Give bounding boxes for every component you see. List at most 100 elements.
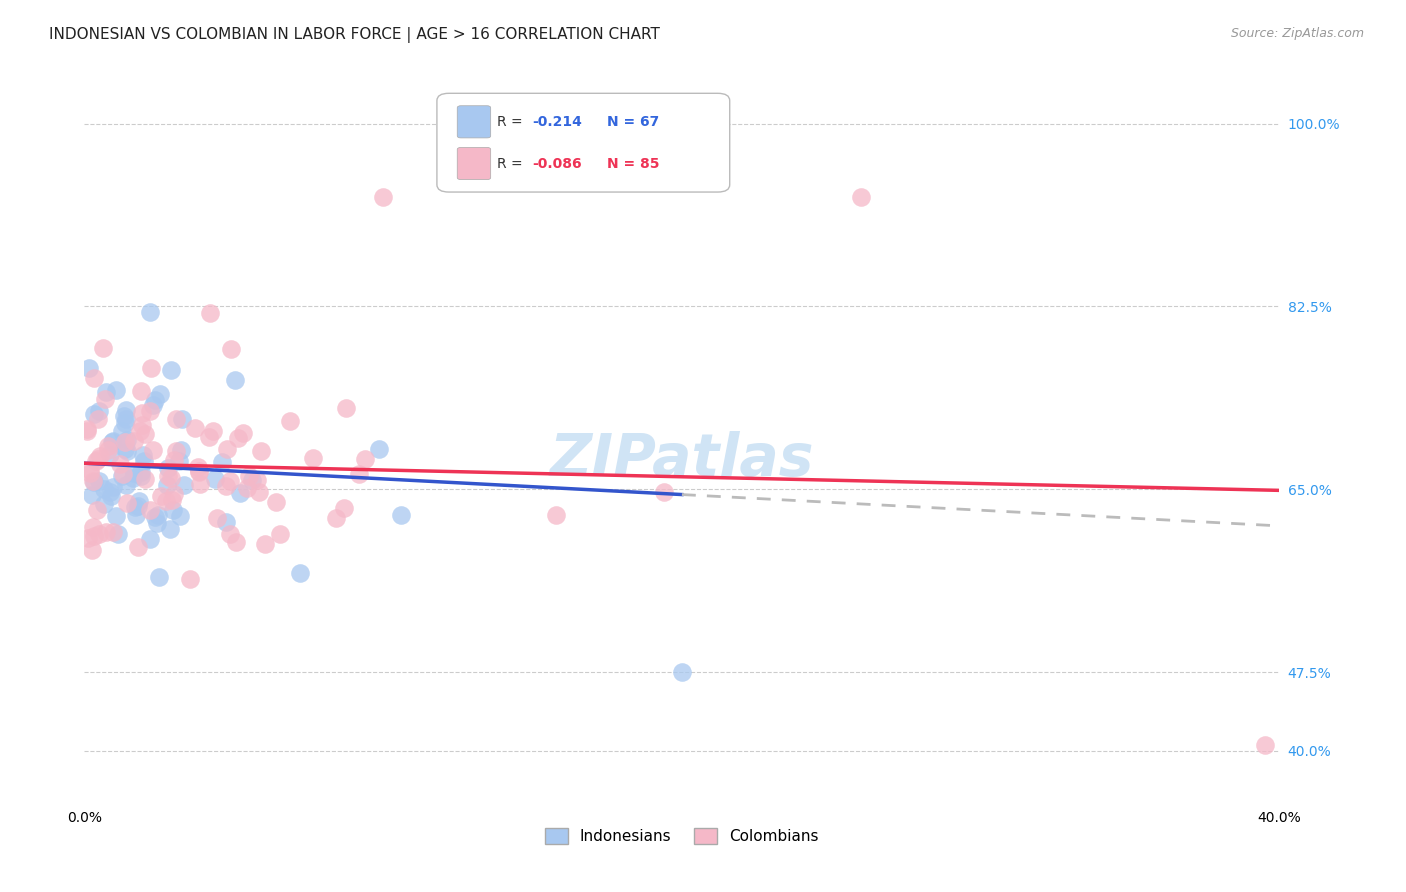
- Point: [142, 398, 165, 412]
- Legend: Indonesians, Colombians: Indonesians, Colombians: [538, 822, 825, 850]
- Point: [129, 469, 152, 483]
- Point: [160, 493, 183, 508]
- Text: Source: ZipAtlas.com: Source: ZipAtlas.com: [1230, 27, 1364, 40]
- Point: [333, 501, 356, 516]
- Point: [86, 503, 108, 517]
- Point: [162, 452, 184, 467]
- Point: [264, 494, 287, 508]
- Point: [124, 500, 146, 514]
- Point: [79, 463, 101, 477]
- Point: [159, 471, 181, 485]
- Point: [98, 485, 121, 500]
- Point: [232, 426, 254, 441]
- Point: [103, 434, 125, 448]
- Point: [141, 360, 163, 375]
- Point: [94, 384, 117, 399]
- Point: [114, 412, 136, 426]
- Point: [202, 424, 225, 438]
- Point: [98, 447, 121, 461]
- Point: [134, 427, 156, 442]
- Point: [122, 434, 145, 449]
- Point: [76, 422, 98, 436]
- Point: [110, 469, 132, 483]
- Point: [84, 453, 107, 467]
- Point: [83, 475, 105, 490]
- Point: [335, 401, 357, 415]
- Point: [112, 409, 135, 424]
- Point: [218, 526, 240, 541]
- Text: -0.214: -0.214: [533, 115, 582, 128]
- Point: [246, 473, 269, 487]
- Point: [211, 455, 233, 469]
- Point: [97, 439, 120, 453]
- Point: [79, 467, 101, 481]
- Text: INDONESIAN VS COLOMBIAN IN LABOR FORCE | AGE > 16 CORRELATION CHART: INDONESIAN VS COLOMBIAN IN LABOR FORCE |…: [49, 27, 659, 43]
- Point: [97, 442, 120, 457]
- Point: [129, 465, 152, 479]
- Point: [215, 479, 238, 493]
- Point: [87, 527, 110, 541]
- Point: [76, 424, 98, 438]
- Point: [146, 508, 169, 522]
- Point: [129, 384, 152, 398]
- Point: [253, 537, 276, 551]
- Point: [139, 404, 162, 418]
- Point: [173, 478, 195, 492]
- Point: [93, 482, 115, 496]
- Point: [80, 488, 103, 502]
- Text: R =: R =: [496, 115, 527, 128]
- Point: [149, 489, 172, 503]
- Point: [205, 511, 228, 525]
- Text: N = 85: N = 85: [606, 156, 659, 170]
- Point: [114, 434, 136, 449]
- Point: [186, 460, 208, 475]
- Point: [131, 406, 153, 420]
- Point: [115, 402, 138, 417]
- Point: [188, 476, 211, 491]
- Point: [851, 190, 873, 204]
- Point: [368, 442, 391, 457]
- Point: [229, 485, 252, 500]
- Point: [114, 442, 136, 456]
- Point: [347, 467, 370, 481]
- Point: [1253, 739, 1275, 753]
- Point: [159, 522, 181, 536]
- Point: [146, 516, 169, 530]
- Point: [354, 452, 377, 467]
- Point: [83, 407, 105, 421]
- Point: [111, 467, 134, 482]
- Point: [115, 443, 138, 458]
- Point: [91, 341, 114, 355]
- Point: [200, 306, 222, 320]
- Point: [288, 566, 311, 580]
- Point: [89, 449, 111, 463]
- Point: [156, 477, 179, 491]
- Point: [671, 665, 693, 680]
- Point: [652, 485, 675, 500]
- Point: [132, 448, 155, 462]
- Point: [134, 454, 156, 468]
- Point: [240, 473, 263, 487]
- Point: [302, 450, 325, 465]
- Point: [76, 531, 98, 545]
- Point: [224, 373, 246, 387]
- Point: [157, 469, 180, 483]
- Point: [127, 541, 149, 555]
- Point: [219, 474, 242, 488]
- Point: [325, 511, 347, 525]
- Point: [169, 443, 191, 458]
- Text: R =: R =: [496, 156, 527, 170]
- Point: [219, 342, 242, 356]
- Point: [162, 503, 184, 517]
- Point: [187, 464, 209, 478]
- Point: [80, 543, 103, 558]
- Point: [87, 451, 110, 466]
- Point: [131, 418, 153, 433]
- Point: [238, 468, 260, 483]
- Point: [94, 392, 117, 407]
- Point: [187, 465, 209, 479]
- Point: [148, 387, 170, 401]
- Point: [142, 442, 165, 457]
- Point: [157, 461, 180, 475]
- Point: [373, 190, 395, 204]
